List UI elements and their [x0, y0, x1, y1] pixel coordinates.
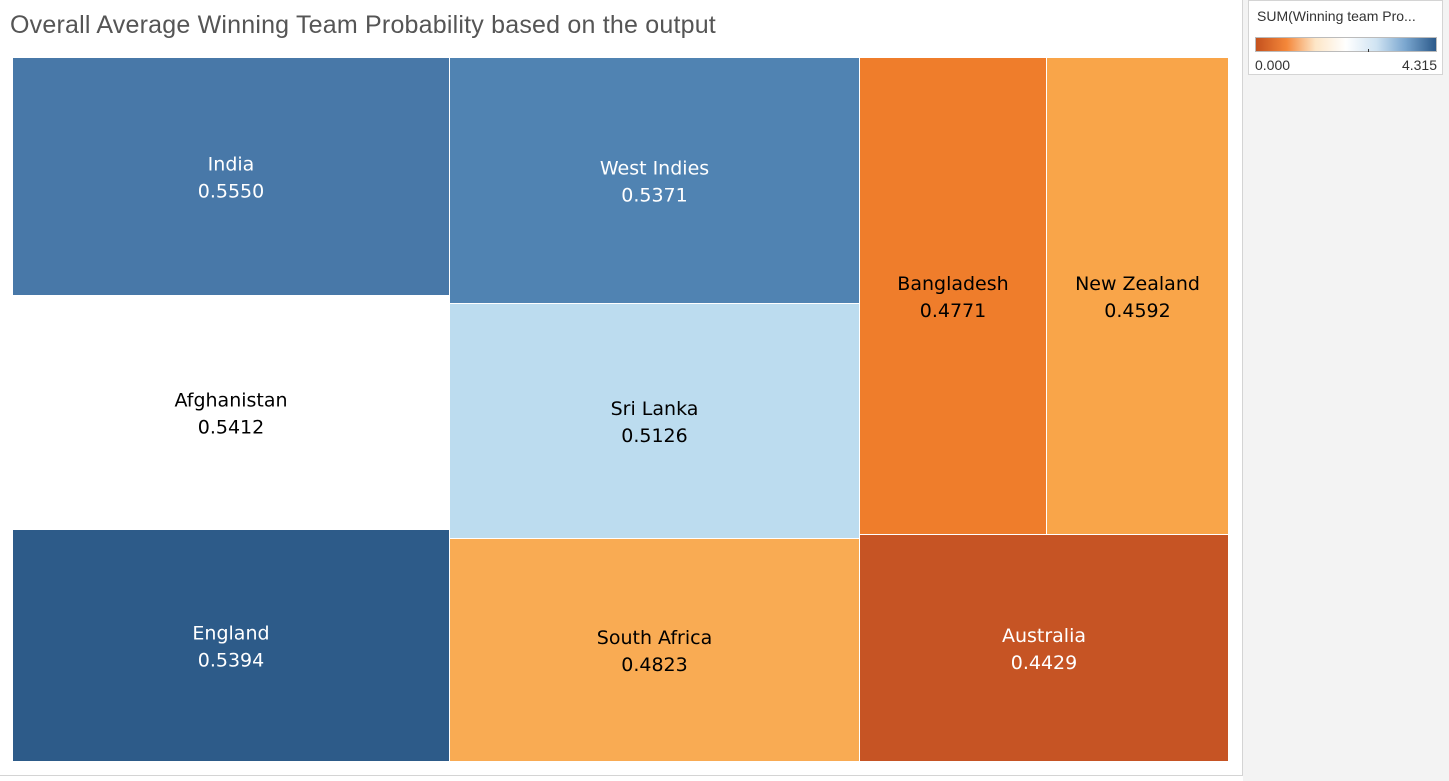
tile-rect-india[interactable] [13, 58, 449, 295]
treemap: India 0.5550 Afghanistan 0.5412 England 0.539… [13, 58, 1228, 761]
tile-value-label: 0.4429 [1011, 652, 1077, 674]
tile-rect-afghanistan[interactable] [13, 296, 449, 529]
tile-value-label: 0.5371 [621, 185, 687, 207]
tile-name-label: South Africa [597, 627, 712, 649]
tile-west-indies[interactable]: West Indies 0.5371 [450, 58, 859, 303]
viz-area: Overall Average Winning Team Probability… [0, 0, 1243, 776]
tile-value-label: 0.4823 [621, 654, 687, 676]
tile-sri-lanka[interactable]: Sri Lanka 0.5126 [450, 304, 859, 538]
tile-rect-new-zealand[interactable] [1047, 58, 1228, 534]
tile-rect-australia[interactable] [860, 535, 1228, 761]
tile-value-label: 0.5550 [198, 181, 264, 203]
tile-south-africa[interactable]: South Africa 0.4823 [450, 539, 859, 761]
tile-new-zealand[interactable]: New Zealand 0.4592 [1047, 58, 1228, 534]
legend-gradient-bar[interactable] [1255, 37, 1437, 52]
tile-australia[interactable]: Australia 0.4429 [860, 535, 1228, 761]
tile-name-label: England [192, 623, 269, 645]
side-panel [1243, 0, 1449, 781]
tile-value-label: 0.4592 [1104, 300, 1170, 322]
legend-tick-marker [1368, 49, 1369, 52]
tile-name-label: Australia [1002, 625, 1086, 647]
tile-afghanistan[interactable]: Afghanistan 0.5412 [13, 296, 449, 529]
tile-name-label: New Zealand [1075, 273, 1200, 295]
tile-value-label: 0.5126 [621, 425, 687, 447]
tile-name-label: Bangladesh [897, 273, 1008, 295]
tile-rect-bangladesh[interactable] [860, 58, 1046, 534]
tile-name-label: Afghanistan [174, 390, 287, 412]
legend-min-label: 0.000 [1255, 57, 1291, 73]
tile-rect-sri-lanka[interactable] [450, 304, 859, 538]
tile-rect-south-africa[interactable] [450, 539, 859, 761]
tile-value-label: 0.5412 [198, 417, 264, 439]
tile-rect-west-indies[interactable] [450, 58, 859, 303]
tile-name-label: India [208, 154, 255, 176]
tile-england[interactable]: England 0.5394 [13, 530, 449, 761]
tile-india[interactable]: India 0.5550 [13, 58, 449, 295]
tile-value-label: 0.5394 [198, 650, 264, 672]
color-legend[interactable]: SUM(Winning team Pro... 0.000 4.315 [1248, 0, 1443, 75]
tile-name-label: West Indies [600, 158, 709, 180]
tile-rect-england[interactable] [13, 530, 449, 761]
tile-bangladesh[interactable]: Bangladesh 0.4771 [860, 58, 1046, 534]
tile-name-label: Sri Lanka [611, 398, 699, 420]
tile-value-label: 0.4771 [920, 300, 986, 322]
legend-max-label: 4.315 [1401, 57, 1437, 73]
legend-title: SUM(Winning team Pro... [1257, 8, 1416, 24]
chart-title: Overall Average Winning Team Probability… [10, 11, 716, 39]
